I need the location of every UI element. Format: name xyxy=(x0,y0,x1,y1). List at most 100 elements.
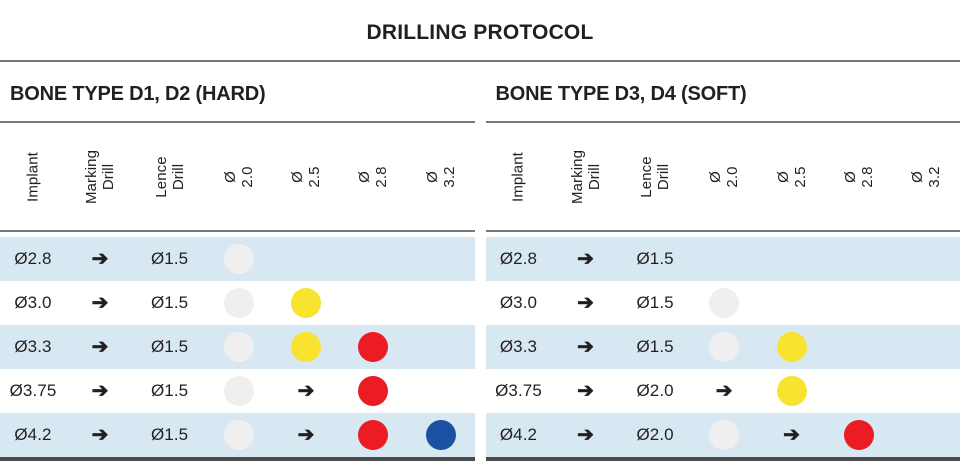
drill-2-5-cell xyxy=(758,325,825,369)
arrow-icon: ➔ xyxy=(783,424,800,446)
column-header-label: Lence Drill xyxy=(152,155,187,198)
drill-2-8-cell xyxy=(340,325,407,369)
drill-3-2-column-header: Ø 3.2 xyxy=(407,123,474,230)
drill-dot-red xyxy=(358,376,389,406)
lence-drill-cell: Ø1.5 xyxy=(150,337,189,356)
drill-dot-red xyxy=(358,420,389,450)
lence-drill-cell: Ø2.0 xyxy=(636,381,674,400)
table-body: Ø2.8 ➔ Ø1.5 Ø3.0 ➔ Ø1.5 Ø3.3 ➔ Ø1.5 Ø3.75 ➔ Ø2.0 ➔ Ø4… xyxy=(485,237,960,461)
marking-drill-cell: ➔ xyxy=(551,237,619,281)
drill-2-8-column-header: Ø 2.8 xyxy=(340,123,407,230)
arrow-icon: ➔ xyxy=(297,380,315,402)
table-header-row: Implant Marking Drill Lence Drill Ø 2.0 Ø 2.… xyxy=(0,123,475,232)
drill-dot-white xyxy=(223,244,254,274)
drill-3-2-cell xyxy=(407,369,474,413)
table-row: Ø3.75 ➔ Ø1.5 ➔ xyxy=(0,369,475,413)
table-row: Ø3.3 ➔ Ø1.5 xyxy=(0,325,475,369)
table-header-row: Implant Marking Drill Lence Drill Ø 2.0 Ø 2.… xyxy=(485,123,960,232)
section-title-hard: BONE TYPE D1, D2 (HARD) xyxy=(0,62,475,123)
page-title: DRILLING PROTOCOL xyxy=(366,21,594,44)
drill-2-8-cell xyxy=(825,369,892,413)
drill-dot-yellow xyxy=(776,332,807,362)
table-row: Ø4.2 ➔ Ø2.0 ➔ xyxy=(485,413,960,457)
marking-drill-column-header: Marking Drill xyxy=(551,123,619,230)
arrow-icon: ➔ xyxy=(297,424,315,446)
column-header-label: Marking Drill xyxy=(82,149,118,204)
drill-dot-yellow xyxy=(291,332,322,362)
lence-drill-cell: Ø1.5 xyxy=(636,337,674,356)
drill-2-8-cell xyxy=(825,413,892,457)
implant-cell: Ø3.3 xyxy=(499,337,538,356)
table-bone-soft: BONE TYPE D3, D4 (SOFT) Implant Marking D… xyxy=(485,62,960,461)
drill-2-0-cell xyxy=(690,281,757,325)
drill-2-5-cell: ➔ xyxy=(272,369,339,413)
column-header-label: Lence Drill xyxy=(637,155,673,198)
lence-drill-column-header: Lence Drill xyxy=(134,123,205,230)
table-row: Ø4.2 ➔ Ø1.5 ➔ xyxy=(0,413,475,457)
page-header: DRILLING PROTOCOL xyxy=(0,0,960,62)
lence-drill-column-header: Lence Drill xyxy=(620,123,691,230)
arrow-icon: ➔ xyxy=(91,248,109,270)
table-row: Ø3.3 ➔ Ø1.5 xyxy=(485,325,960,369)
marking-drill-cell: ➔ xyxy=(551,325,619,369)
drill-2-0-cell xyxy=(205,237,272,281)
drill-3-2-cell xyxy=(893,413,960,457)
lence-drill-cell: Ø2.0 xyxy=(636,425,674,444)
drill-2-5-cell: ➔ xyxy=(272,413,339,457)
implant-cell: Ø2.8 xyxy=(14,249,52,268)
arrow-icon: ➔ xyxy=(577,380,595,402)
arrow-icon: ➔ xyxy=(577,292,595,314)
arrow-icon: ➔ xyxy=(91,292,109,314)
drill-2-5-cell: ➔ xyxy=(758,413,825,457)
table-body: Ø2.8 ➔ Ø1.5 Ø3.0 ➔ Ø1.5 Ø3.3 ➔ Ø1.5 Ø3.75 ➔ Ø1.5 ➔ Ø4… xyxy=(0,237,475,461)
implant-cell: Ø3.3 xyxy=(14,337,52,356)
drill-dot-white xyxy=(223,288,254,318)
drill-2-5-column-header: Ø 2.5 xyxy=(272,123,339,230)
drill-dot-white xyxy=(223,332,254,362)
column-header-label: Ø 2.0 xyxy=(706,165,742,188)
drill-2-0-cell xyxy=(690,413,757,457)
table-row: Ø2.8 ➔ Ø1.5 xyxy=(0,237,475,281)
column-header-label: Ø 2.5 xyxy=(774,165,809,188)
drill-2-8-column-header: Ø 2.8 xyxy=(825,123,892,230)
column-header-label: Implant xyxy=(509,151,527,202)
drill-2-8-cell xyxy=(825,281,892,325)
drill-2-5-cell xyxy=(758,281,825,325)
column-header-label: Marking Drill xyxy=(568,149,603,204)
drill-dot-white xyxy=(223,420,254,450)
drill-dot-red xyxy=(843,420,874,450)
implant-cell: Ø3.75 xyxy=(495,381,542,400)
drill-2-5-cell xyxy=(758,369,825,413)
drill-2-5-cell xyxy=(272,281,339,325)
column-header-label: Ø 2.5 xyxy=(288,165,324,188)
drill-dot-white xyxy=(709,420,740,450)
drill-dot-blue xyxy=(425,420,456,450)
arrow-icon: ➔ xyxy=(91,424,109,446)
column-header-label: Ø 2.8 xyxy=(356,165,391,188)
drill-2-0-cell xyxy=(205,413,272,457)
arrow-icon: ➔ xyxy=(577,424,595,446)
drill-2-5-cell xyxy=(272,325,339,369)
marking-drill-cell: ➔ xyxy=(66,237,134,281)
drill-3-2-cell xyxy=(893,369,960,413)
drill-2-8-cell xyxy=(825,237,892,281)
tables-container: BONE TYPE D1, D2 (HARD) Implant Marking D… xyxy=(0,62,960,461)
arrow-icon: ➔ xyxy=(715,380,733,402)
drill-2-0-column-header: Ø 2.0 xyxy=(690,123,757,230)
drill-3-2-cell xyxy=(893,325,960,369)
drill-2-8-cell xyxy=(340,237,407,281)
implant-column-header: Implant xyxy=(486,123,552,230)
marking-drill-column-header: Marking Drill xyxy=(66,123,134,230)
drill-2-8-cell xyxy=(340,369,407,413)
drill-2-0-cell xyxy=(205,281,272,325)
table-row: Ø3.0 ➔ Ø1.5 xyxy=(486,281,960,325)
implant-cell: Ø3.75 xyxy=(9,381,57,400)
implant-cell: Ø2.8 xyxy=(499,249,538,268)
implant-cell: Ø3.0 xyxy=(14,293,52,312)
drill-2-0-cell xyxy=(205,325,272,369)
drill-dot-yellow xyxy=(776,376,807,406)
lence-drill-cell: Ø1.5 xyxy=(636,249,674,268)
marking-drill-cell: ➔ xyxy=(551,281,619,325)
marking-drill-cell: ➔ xyxy=(66,281,134,325)
